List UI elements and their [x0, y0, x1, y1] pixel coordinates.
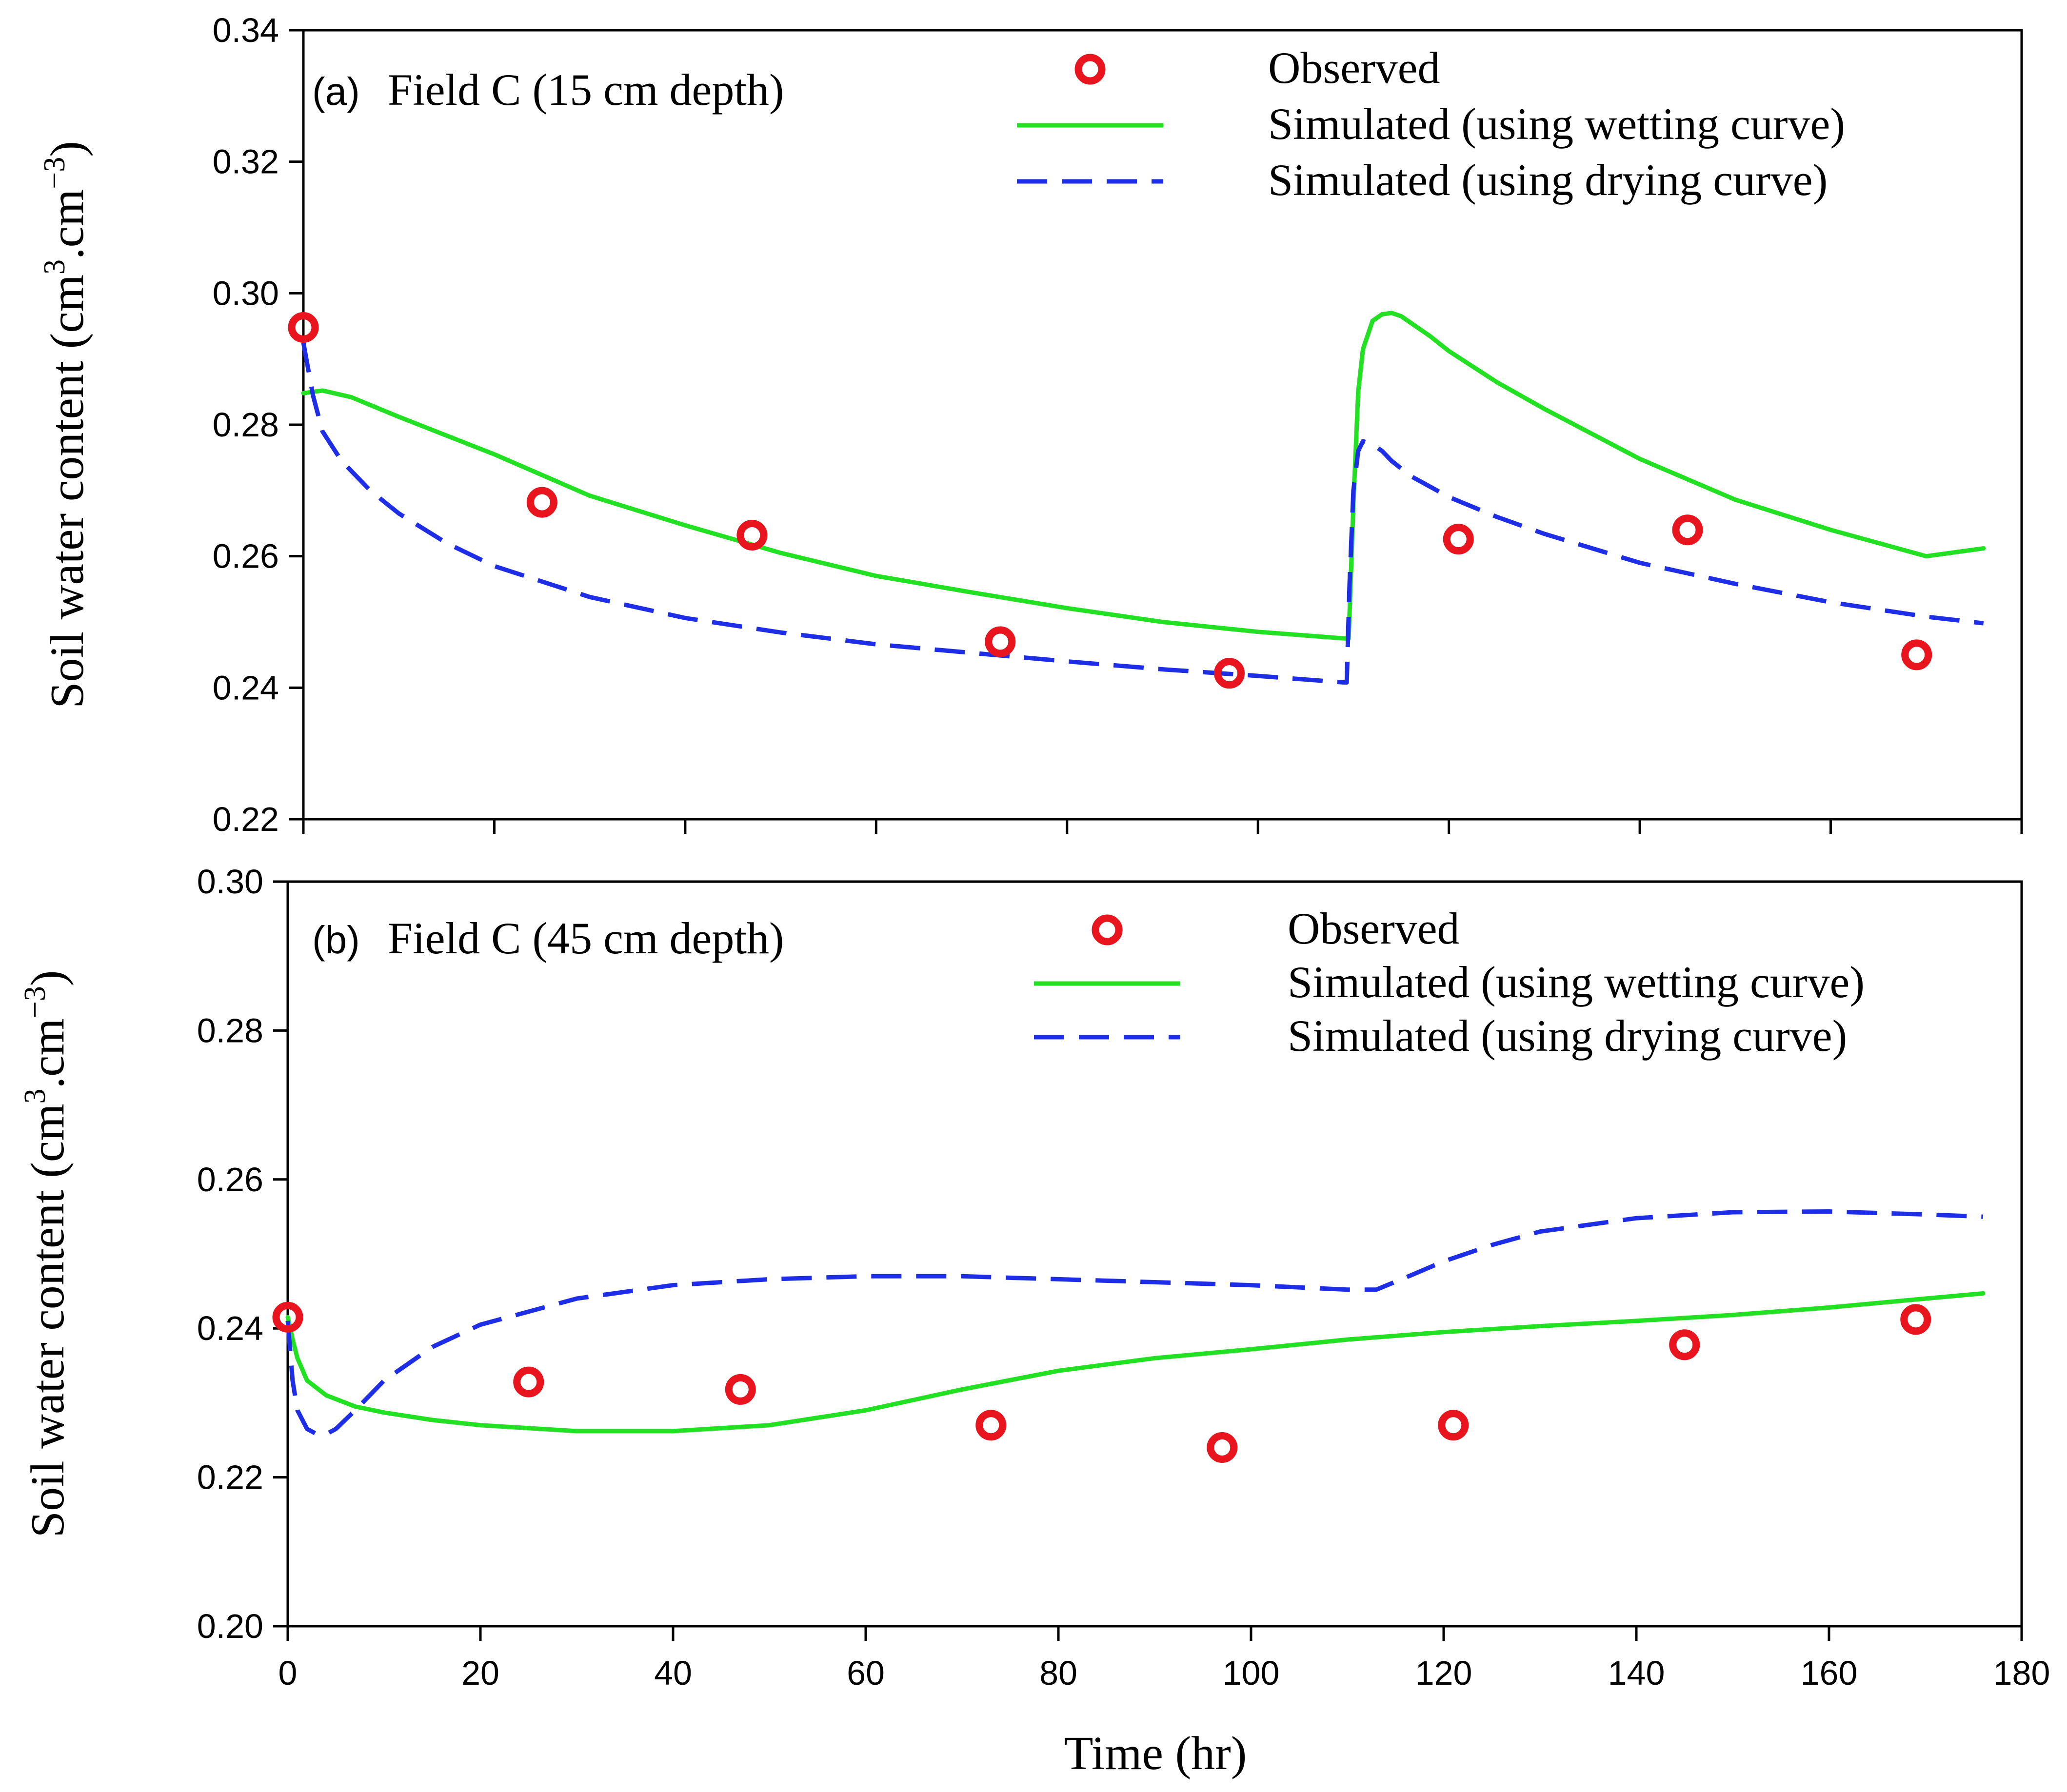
y-axis-label-superscript: −3: [38, 157, 71, 189]
x-tick-label: 60: [847, 1654, 885, 1692]
observed-point: [272, 1301, 303, 1333]
x-tick-label: 160: [1801, 1654, 1858, 1692]
y-axis-label-superscript: 3: [38, 259, 71, 275]
legend-label: Simulated (using drying curve): [1268, 155, 1828, 205]
y-tick-label: 0.26: [197, 1161, 263, 1199]
legend-label: Simulated (using drying curve): [1288, 1011, 1847, 1061]
wetting-curve-line: [285, 1291, 1986, 1434]
observed-point: [1214, 658, 1245, 689]
observed-point: [1669, 1329, 1700, 1360]
y-axis-label-part: Soil water content (cm: [21, 1103, 74, 1537]
y-tick-label: 0.32: [213, 143, 279, 181]
y-tick-label: 0.20: [197, 1607, 263, 1645]
drying-curve-line: [285, 1209, 1984, 1437]
legend-observed-symbol: [1092, 914, 1123, 945]
legend-label: Simulated (using wetting curve): [1288, 957, 1865, 1007]
y-tick-label: 0.24: [213, 669, 279, 707]
wetting-curve-line: [301, 311, 1986, 641]
panel-b: 0 20 40 60 80 100 120 140 160 180 0.20 0.22 0.24 0.26…: [19, 863, 2050, 1692]
y-axis-label-superscript: −3: [19, 986, 52, 1018]
observed-point: [288, 312, 319, 343]
x-tick-label: 140: [1608, 1654, 1665, 1692]
observed-point: [985, 626, 1016, 657]
y-tick-label: 0.28: [213, 406, 279, 444]
panel-a: 0.22 0.24 0.26 0.28 0.30 0.32 0.34 Soil water c…: [38, 11, 2023, 838]
observed-point: [1901, 639, 1932, 670]
panel-title: Field C (45 cm depth): [388, 913, 784, 963]
panel-title: Field C (15 cm depth): [388, 65, 784, 115]
x-axis-label: Time (hr): [1064, 1727, 1247, 1780]
observed-point: [526, 487, 557, 518]
x-tick-label: 180: [1993, 1654, 2050, 1692]
x-tick-label: 80: [1039, 1654, 1077, 1692]
y-axis-label: Soil water content (cm3.cm−3): [19, 970, 74, 1538]
legend-label: Observed: [1288, 904, 1460, 953]
observed-point: [736, 520, 768, 551]
y-tick-label: 0.26: [213, 537, 279, 575]
y-tick-label: 0.34: [213, 11, 279, 49]
y-tick-label: 0.22: [197, 1458, 263, 1497]
y-tick-label: 0.28: [197, 1011, 263, 1049]
observed-point: [975, 1410, 1007, 1441]
observed-point: [1443, 524, 1474, 555]
y-axis-label-part: .cm: [21, 1018, 74, 1088]
observed-point: [513, 1366, 544, 1398]
panel-tag: (a): [312, 70, 360, 113]
plot-frame: [286, 880, 2023, 1628]
legend-label: Simulated (using wetting curve): [1268, 99, 1845, 149]
y-tick-label: 0.24: [197, 1309, 263, 1347]
observed-point: [725, 1374, 756, 1405]
y-tick-label: 0.22: [213, 800, 279, 838]
observed-point: [1438, 1410, 1469, 1441]
observed-point: [1207, 1432, 1238, 1463]
legend-observed-symbol: [1074, 54, 1106, 85]
x-tick-label: 20: [461, 1654, 499, 1692]
y-axis-label-part: ): [21, 970, 74, 986]
x-tick-label: 100: [1223, 1654, 1280, 1692]
y-tick-label: 0.30: [213, 274, 279, 312]
y-axis-label-part: Soil water content (cm: [41, 275, 94, 709]
y-tick-label: 0.30: [197, 863, 263, 901]
y-axis-label: Soil water content (cm3.cm−3): [38, 141, 94, 709]
y-axis-label-part: .cm: [41, 189, 94, 259]
x-tick-label: 40: [654, 1654, 692, 1692]
x-tick-label: 120: [1415, 1654, 1472, 1692]
y-axis-label-superscript: 3: [19, 1088, 52, 1103]
x-tick-label: 0: [278, 1654, 298, 1692]
observed-point: [1900, 1304, 1931, 1335]
observed-point: [1672, 514, 1703, 546]
drying-curve-line: [301, 342, 1984, 685]
panel-tag: (b): [312, 918, 360, 962]
legend-label: Observed: [1268, 43, 1440, 93]
y-axis-label-part: ): [41, 141, 94, 157]
